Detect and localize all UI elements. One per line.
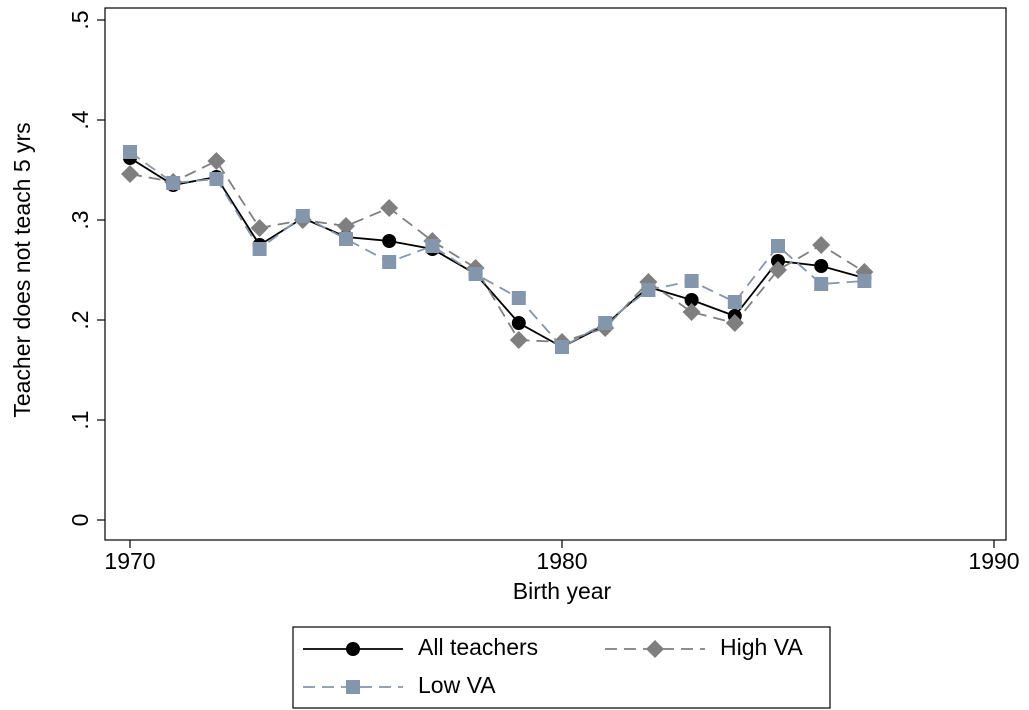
marker bbox=[725, 314, 744, 332]
marker bbox=[555, 340, 569, 354]
marker bbox=[727, 295, 742, 309]
y-tick-label: 0 bbox=[67, 514, 93, 527]
marker bbox=[250, 219, 269, 237]
marker bbox=[425, 239, 440, 253]
legend-label: High VA bbox=[720, 634, 803, 660]
y-tick-label: .2 bbox=[67, 310, 93, 329]
marker bbox=[857, 274, 872, 288]
marker bbox=[166, 176, 181, 190]
legend-box bbox=[292, 626, 831, 709]
x-axis-title: Birth year bbox=[513, 578, 612, 604]
marker bbox=[684, 274, 699, 288]
series-line bbox=[129, 151, 865, 349]
y-tick-label: .4 bbox=[67, 110, 93, 129]
marker bbox=[598, 316, 613, 330]
marker bbox=[295, 209, 310, 223]
marker bbox=[337, 217, 355, 235]
legend-label: Low VA bbox=[418, 672, 496, 698]
y-tick-label: .3 bbox=[67, 210, 93, 229]
legend-label: All teachers bbox=[418, 634, 538, 660]
marker bbox=[511, 291, 526, 305]
x-tick-label: 1990 bbox=[968, 548, 1019, 574]
marker bbox=[682, 303, 701, 321]
marker bbox=[339, 232, 353, 246]
x-tick-label: 1970 bbox=[104, 548, 155, 574]
marker bbox=[207, 152, 226, 170]
marker bbox=[252, 242, 267, 256]
series-line bbox=[129, 157, 865, 349]
marker bbox=[468, 267, 483, 281]
marker bbox=[511, 316, 526, 330]
marker bbox=[641, 283, 656, 297]
marker bbox=[382, 255, 397, 269]
series-line bbox=[129, 159, 865, 343]
marker bbox=[509, 331, 528, 349]
plot-frame bbox=[104, 7, 1007, 541]
legend-marker bbox=[346, 680, 360, 694]
marker bbox=[684, 293, 699, 307]
marker bbox=[121, 165, 139, 183]
marker bbox=[209, 172, 224, 186]
y-tick-label: .1 bbox=[67, 410, 93, 429]
marker bbox=[771, 239, 785, 253]
y-tick-label: .5 bbox=[67, 10, 93, 29]
y-axis-title: Teacher does not teach 5 yrs bbox=[9, 122, 35, 417]
marker bbox=[812, 236, 831, 254]
marker bbox=[382, 234, 397, 248]
marker bbox=[769, 261, 787, 279]
marker bbox=[814, 277, 829, 291]
x-tick-label: 1980 bbox=[536, 548, 587, 574]
marker bbox=[814, 259, 829, 273]
legend-marker bbox=[346, 642, 360, 656]
legend-marker bbox=[646, 640, 664, 658]
marker bbox=[123, 145, 137, 159]
marker bbox=[380, 199, 399, 217]
